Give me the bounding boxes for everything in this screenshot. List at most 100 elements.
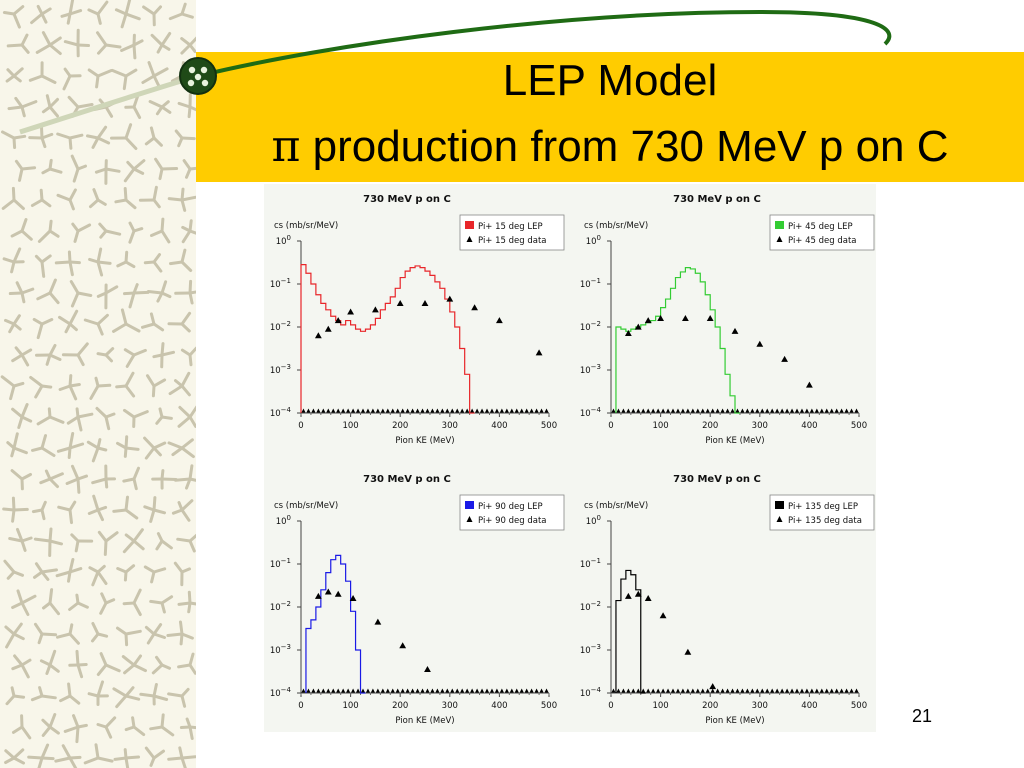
baseline-marker: [795, 408, 799, 413]
data-marker: [396, 299, 404, 306]
baseline-marker: [775, 688, 780, 693]
molecule-glyph: [177, 590, 196, 614]
baseline-marker: [405, 688, 410, 693]
legend-entry-model: Pi+ 45 deg LEP: [788, 222, 853, 232]
molecule-glyph: [36, 278, 60, 305]
x-tick-label: 500: [541, 421, 557, 431]
baseline-marker: [626, 408, 631, 413]
molecule-glyph: [5, 67, 24, 83]
baseline-marker: [489, 688, 494, 693]
baseline-marker: [661, 688, 666, 693]
baseline-marker: [750, 688, 755, 693]
molecule-glyph: [11, 403, 33, 429]
molecule-glyph: [180, 346, 196, 367]
baseline-marker: [750, 408, 755, 413]
baseline-marker: [455, 688, 460, 693]
molecule-glyph: [151, 469, 178, 490]
molecule-glyph: [176, 533, 196, 553]
baseline-marker: [415, 408, 420, 413]
molecule-glyph: [98, 222, 122, 239]
molecule-glyph: [87, 68, 113, 89]
baseline-marker: [460, 688, 465, 693]
molecule-glyph: [4, 748, 25, 765]
molecule-glyph: [86, 125, 111, 149]
swoosh-decoration: [19, 9, 892, 135]
molecule-glyph: [180, 36, 196, 55]
molecule-glyph: [113, 748, 140, 768]
baseline-marker: [321, 408, 326, 413]
molecule-glyph: [122, 588, 142, 616]
molecule-glyph: [1, 130, 27, 149]
baseline-marker: [641, 688, 646, 693]
molecule-glyph: [69, 280, 93, 308]
baseline-marker: [410, 688, 415, 693]
chart-title: 730 MeV p on C: [673, 474, 761, 485]
molecule-glyph: [116, 250, 136, 269]
data-marker: [314, 592, 322, 599]
molecule-glyph: [143, 565, 167, 584]
molecule-glyph: [8, 281, 35, 304]
molecule-glyph: [31, 500, 47, 521]
molecule-glyph: [70, 154, 87, 183]
baseline-marker: [680, 408, 685, 413]
baseline-marker: [675, 688, 680, 693]
molecule-glyph: [173, 561, 191, 587]
baseline-marker: [420, 408, 425, 413]
baseline-marker: [730, 408, 735, 413]
molecule-glyph: [166, 620, 194, 646]
molecule-glyph: [123, 159, 146, 183]
molecule-glyph: [112, 495, 139, 520]
histogram-line: [615, 267, 740, 414]
molecule-glyph: [174, 464, 196, 490]
x-tick-label: 400: [491, 701, 507, 711]
baseline-marker: [656, 688, 661, 693]
baseline-marker: [301, 688, 306, 693]
data-marker: [634, 323, 642, 330]
molecule-glyph: [150, 217, 171, 244]
baseline-marker: [445, 688, 450, 693]
baseline-marker: [725, 408, 730, 413]
baseline-marker: [395, 688, 400, 693]
y-axis-label: cs (mb/sr/MeV): [274, 221, 338, 231]
baseline-marker: [735, 408, 740, 413]
y-tick-label: 10−2: [270, 320, 291, 333]
molecule-glyph: [56, 623, 80, 645]
legend-box: [459, 214, 565, 251]
molecule-glyph: [116, 626, 142, 647]
baseline-marker: [641, 408, 646, 413]
baseline-marker: [321, 688, 326, 693]
baseline-marker: [494, 688, 499, 693]
baseline-marker: [524, 688, 529, 693]
baseline-marker: [666, 408, 671, 413]
y-tick-label: 10−4: [270, 686, 292, 699]
baseline-marker: [611, 408, 616, 413]
molecule-glyph: [142, 5, 162, 27]
legend-box: [769, 214, 875, 251]
molecule-glyph: [114, 187, 137, 210]
baseline-marker: [854, 408, 859, 413]
molecule-glyph: [60, 0, 83, 25]
molecule-glyph: [55, 558, 83, 583]
x-tick-label: 500: [851, 421, 867, 431]
molecule-glyph: [65, 464, 88, 494]
baseline-marker: [529, 688, 534, 693]
molecule-glyph: [62, 67, 82, 91]
baseline-marker: [420, 688, 425, 693]
molecule-glyph: [143, 496, 166, 523]
data-marker: [374, 618, 382, 625]
molecule-glyph: [141, 312, 165, 332]
molecule-glyph: [28, 61, 57, 84]
molecule-glyph: [167, 438, 195, 459]
data-marker: [709, 683, 717, 690]
y-tick-label: 10−4: [270, 406, 292, 419]
baseline-marker: [351, 408, 356, 413]
baseline-marker: [745, 408, 750, 413]
molecule-glyph: [143, 436, 167, 460]
baseline-marker: [611, 688, 616, 693]
data-marker: [806, 381, 813, 388]
y-axis-label: cs (mb/sr/MeV): [584, 501, 648, 511]
baseline-marker: [775, 408, 780, 413]
baseline-marker: [819, 408, 824, 413]
y-tick-label: 10−2: [580, 320, 601, 333]
molecule-glyph: [42, 588, 60, 616]
